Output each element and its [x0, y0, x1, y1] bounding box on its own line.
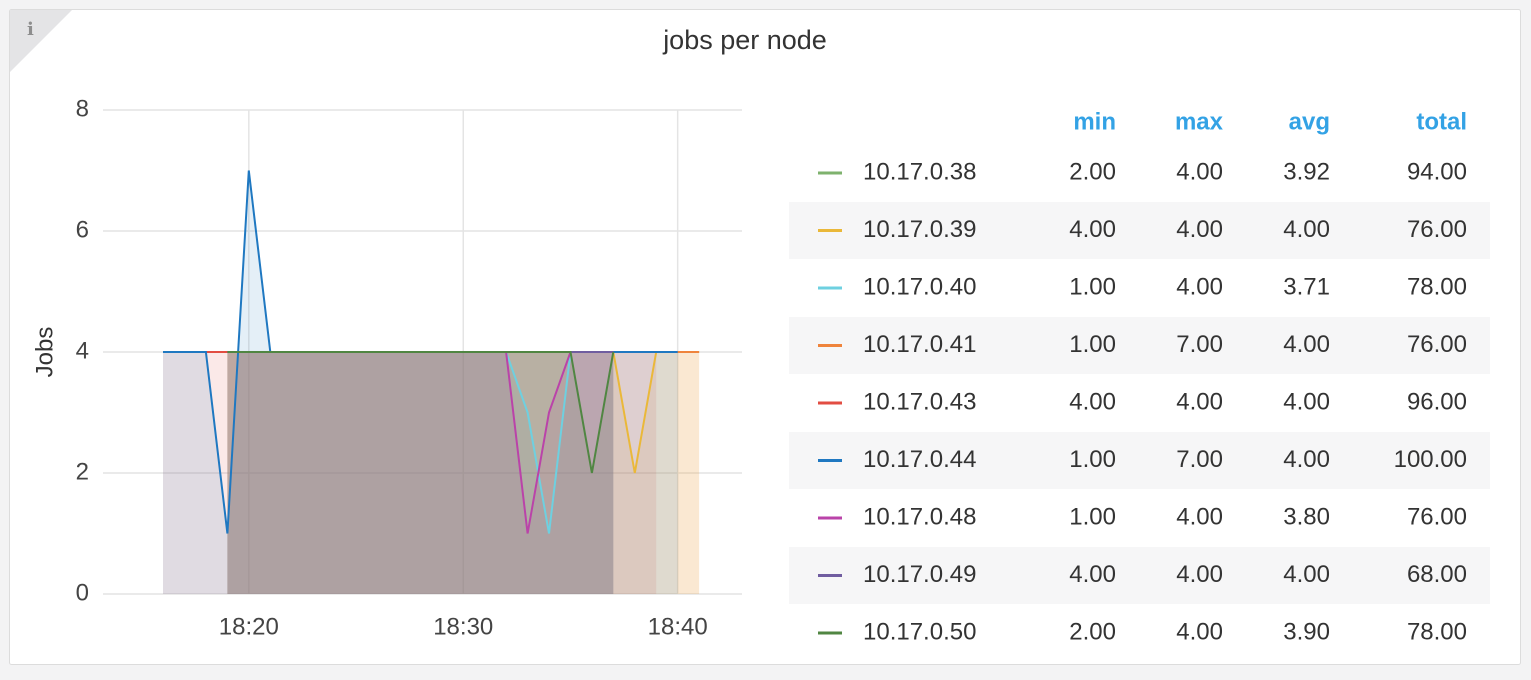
legend-stat: 4.00 — [1176, 158, 1223, 185]
legend-series-name[interactable]: 10.17.0.50 — [863, 618, 976, 645]
legend-series-name[interactable]: 10.17.0.41 — [863, 331, 976, 358]
legend-stat: 4.00 — [1176, 503, 1223, 530]
legend-stat: 2.00 — [1069, 618, 1116, 645]
x-tick-label: 18:30 — [433, 613, 493, 640]
legend-series-name[interactable]: 10.17.0.49 — [863, 561, 976, 588]
legend-stat: 94.00 — [1407, 158, 1467, 185]
legend-stat: 68.00 — [1407, 561, 1467, 588]
legend-series-name[interactable]: 10.17.0.48 — [863, 503, 976, 530]
legend-stat: 76.00 — [1407, 216, 1467, 243]
series-area — [227, 352, 614, 594]
info-icon[interactable]: i — [27, 19, 34, 40]
legend-stat: 1.00 — [1069, 331, 1116, 358]
legend-stat: 3.80 — [1283, 503, 1330, 530]
legend: min max avg total 10.17.0.38 2.00 4.00 3.92 94.0… — [789, 108, 1490, 645]
legend-series-name[interactable]: 10.17.0.39 — [863, 216, 976, 243]
legend-series-name[interactable]: 10.17.0.40 — [863, 273, 976, 300]
legend-stat: 4.00 — [1069, 216, 1116, 243]
panel-title: jobs per node — [662, 25, 827, 55]
legend-stat: 4.00 — [1176, 561, 1223, 588]
y-tick-label: 6 — [76, 216, 89, 243]
plot: 0 2 4 6 8 18:20 18:30 18:40 — [76, 95, 742, 640]
legend-stat: 96.00 — [1407, 388, 1467, 415]
legend-stat: 4.00 — [1069, 388, 1116, 415]
y-tick-label: 4 — [76, 337, 89, 364]
legend-stat: 1.00 — [1069, 273, 1116, 300]
legend-series-name[interactable]: 10.17.0.44 — [863, 446, 976, 473]
series-area — [227, 352, 614, 594]
legend-column-header[interactable]: total — [1416, 108, 1467, 135]
legend-stat: 4.00 — [1283, 216, 1330, 243]
legend-stat: 76.00 — [1407, 331, 1467, 358]
legend-stat: 2.00 — [1069, 158, 1116, 185]
legend-stat: 3.90 — [1283, 618, 1330, 645]
legend-series-name[interactable]: 10.17.0.38 — [863, 158, 976, 185]
legend-row-stripe — [789, 432, 1490, 489]
legend-stat: 4.00 — [1176, 388, 1223, 415]
legend-stat: 7.00 — [1176, 446, 1223, 473]
series-area — [163, 170, 678, 594]
legend-series-name[interactable]: 10.17.0.43 — [863, 388, 976, 415]
legend-row-stripe — [789, 317, 1490, 374]
legend-stat: 100.00 — [1394, 446, 1467, 473]
legend-column-header[interactable]: min — [1073, 108, 1116, 135]
series-area — [227, 352, 614, 594]
legend-stat: 4.00 — [1283, 446, 1330, 473]
legend-stat: 4.00 — [1176, 618, 1223, 645]
legend-stat: 4.00 — [1176, 216, 1223, 243]
y-tick-label: 8 — [76, 95, 89, 122]
legend-stat: 4.00 — [1283, 561, 1330, 588]
legend-column-header[interactable]: avg — [1289, 108, 1330, 135]
series-area — [227, 352, 614, 594]
legend-stat: 78.00 — [1407, 618, 1467, 645]
legend-stat: 4.00 — [1069, 561, 1116, 588]
legend-stat: 4.00 — [1283, 388, 1330, 415]
series-area — [163, 352, 657, 594]
y-tick-label: 2 — [76, 458, 89, 485]
legend-row-stripe — [789, 547, 1490, 604]
legend-row-stripe — [789, 202, 1490, 259]
info-corner[interactable] — [10, 10, 72, 72]
legend-stat: 3.71 — [1283, 273, 1330, 300]
series-area — [227, 352, 614, 594]
legend-column-header[interactable]: max — [1175, 108, 1224, 135]
x-tick-label: 18:20 — [219, 613, 279, 640]
series-line — [227, 351, 615, 474]
y-tick-label: 0 — [76, 579, 89, 606]
legend-stat: 1.00 — [1069, 503, 1116, 530]
legend-stat: 76.00 — [1407, 503, 1467, 530]
legend-stat: 1.00 — [1069, 446, 1116, 473]
legend-stat: 4.00 — [1283, 331, 1330, 358]
legend-stat: 7.00 — [1176, 331, 1223, 358]
legend-stat: 78.00 — [1407, 273, 1467, 300]
legend-stat: 4.00 — [1176, 273, 1223, 300]
panel-frame — [9, 9, 1521, 665]
legend-stat: 3.92 — [1283, 158, 1330, 185]
x-tick-label: 18:40 — [648, 613, 708, 640]
y-axis-label: Jobs — [31, 327, 58, 378]
